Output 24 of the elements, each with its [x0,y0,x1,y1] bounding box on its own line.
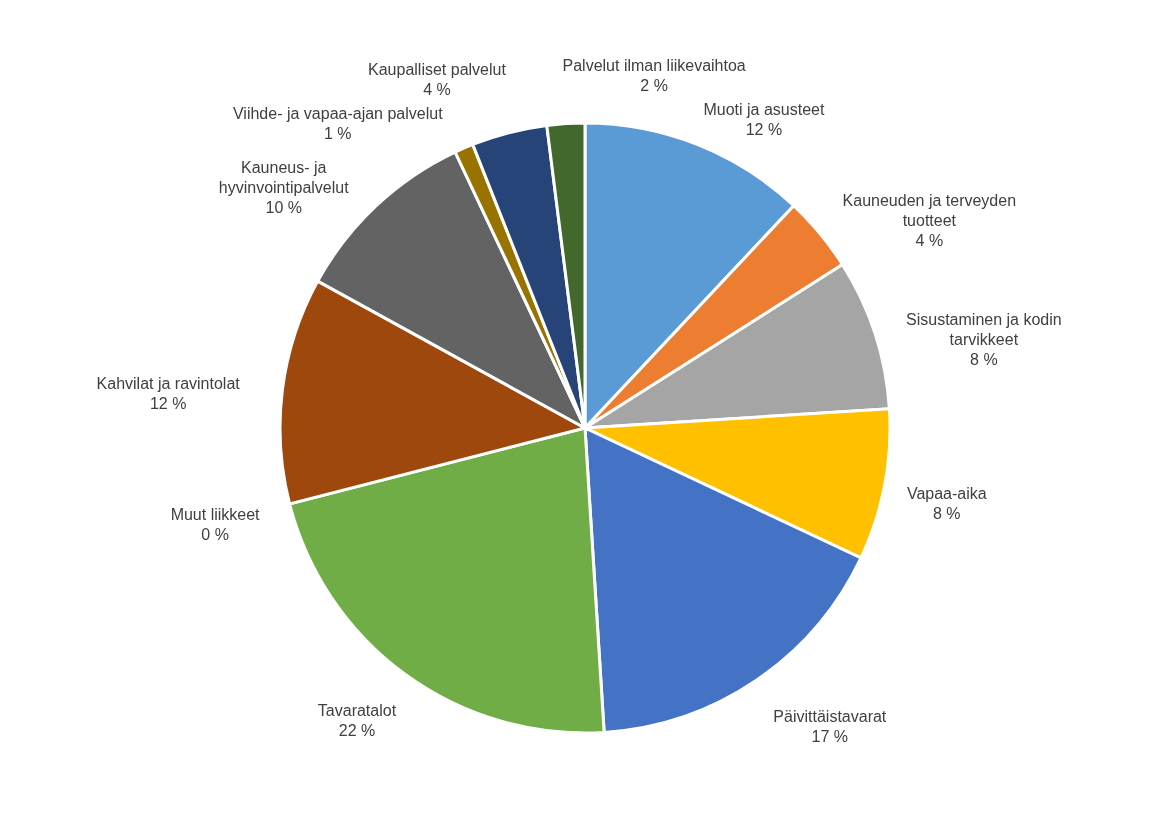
data-label: 2 % [640,76,668,94]
slice-label: Päivittäistavarat [773,708,887,726]
slice-label: Kaupalliset palvelut [368,61,507,79]
slice-label: Sisustaminen ja kodin tarvikkeet [906,310,1062,348]
slice-label: Kauneuden ja terveyden tuotteet [842,191,1017,229]
data-label: 8 % [970,350,998,368]
slice-label: Vapaa-aika [906,484,987,502]
slice-label: Palvelut ilman liikevaihtoa [562,56,746,74]
data-label: 17 % [811,728,849,746]
data-label: 12 % [149,395,187,413]
slice-label: Muoti ja asusteet [703,100,825,118]
data-label: 4 % [915,231,944,249]
text: 0 % [201,526,229,544]
data-label: 1 % [323,125,352,143]
category-label: Muut liikkeet [170,506,260,524]
slice-label: Kauneus- ja hyvinvointipalvelut [218,159,350,197]
slice-label: Viihde- ja vapaa-ajan palvelut [232,105,444,123]
data-label: 10 % [265,199,302,217]
slice-label: Tavaratalot [317,702,397,720]
data-label: 4 % [423,81,451,99]
data-label: 22 % [338,722,376,740]
data-label: 12 % [745,120,783,138]
data-label: 8 % [933,504,961,522]
slice-label: Kahvilat ja ravintolat [96,375,241,393]
